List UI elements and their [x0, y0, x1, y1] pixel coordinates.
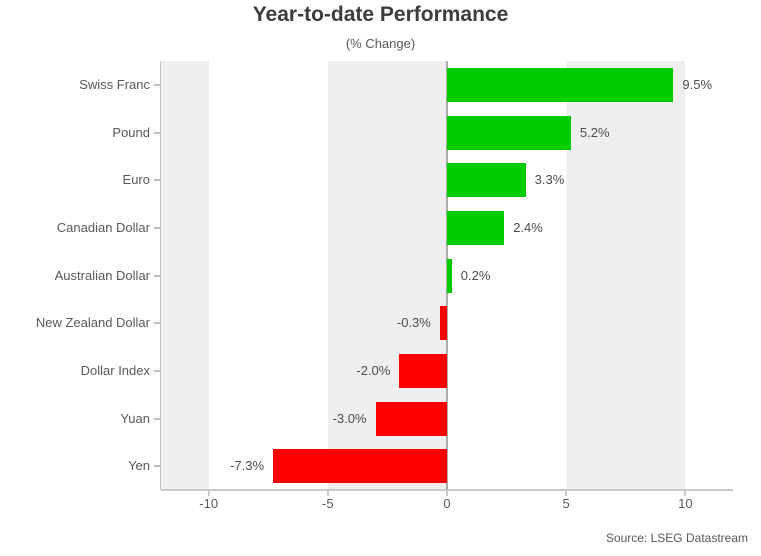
x-axis-line: [161, 489, 733, 491]
bar-euro: [447, 163, 526, 198]
bar-yuan: [375, 401, 447, 436]
value-label-australian-dollar: 0.2%: [460, 267, 491, 283]
value-label-new-zealand-dollar: -0.3%: [396, 315, 431, 331]
y-tick: [154, 83, 161, 86]
x-tick: [446, 491, 448, 496]
x-tick: [565, 491, 568, 496]
shaded-band: [566, 61, 686, 490]
y-tick: [154, 417, 161, 420]
category-label-canadian-dollar: Canadian Dollar: [56, 219, 150, 235]
category-label-euro: Euro: [122, 172, 150, 188]
category-label-australian-dollar: Australian Dollar: [54, 267, 150, 283]
x-tick: [207, 491, 210, 496]
value-label-dollar-index: -2.0%: [356, 362, 391, 378]
x-tick-label: 0: [443, 496, 451, 511]
bar-australian-dollar: [447, 258, 452, 293]
category-label-pound: Pound: [112, 124, 150, 140]
bar-dollar-index: [399, 353, 447, 388]
value-label-swiss-franc: 9.5%: [682, 76, 713, 92]
bar-new-zealand-dollar: [439, 306, 447, 341]
value-label-canadian-dollar: 2.4%: [513, 219, 543, 235]
chart-subtitle: (% Change): [345, 36, 416, 51]
y-tick: [154, 226, 161, 229]
x-tick-label: -10: [199, 496, 219, 511]
x-tick-label: 10: [678, 496, 693, 511]
y-tick: [154, 274, 161, 277]
y-tick: [154, 465, 161, 468]
value-label-pound: 5.2%: [579, 124, 610, 140]
category-label-yuan: Yuan: [120, 410, 150, 426]
value-label-yuan: -3.0%: [332, 410, 367, 426]
bar-yen: [273, 449, 447, 484]
category-label-yen: Yen: [128, 458, 150, 474]
shaded-band: [161, 61, 209, 490]
y-tick: [154, 322, 161, 325]
value-label-yen: -7.3%: [230, 458, 265, 474]
category-label-swiss-franc: Swiss Franc: [79, 76, 150, 92]
x-tick: [326, 491, 329, 496]
category-label-new-zealand-dollar: New Zealand Dollar: [35, 315, 150, 331]
bar-canadian-dollar: [447, 210, 505, 245]
category-label-dollar-index: Dollar Index: [80, 362, 150, 378]
value-label-euro: 3.3%: [534, 172, 565, 188]
chart-title: Year-to-date Performance: [252, 3, 509, 26]
bar-swiss-franc: [447, 67, 674, 102]
source-note: Source: LSEG Datastream: [605, 531, 748, 545]
bar-pound: [447, 115, 571, 150]
y-tick: [154, 369, 161, 372]
x-tick-label: 5: [562, 496, 570, 511]
left-spine: [160, 61, 161, 490]
x-tick: [684, 491, 687, 496]
y-tick: [154, 131, 161, 134]
y-tick: [154, 179, 161, 182]
x-tick-label: -5: [322, 496, 334, 511]
plot-area: 9.5% 5.2% 3.3% 2.4% 0.2% -0.3% -2.0% -3.0% -7.3%: [160, 61, 733, 490]
